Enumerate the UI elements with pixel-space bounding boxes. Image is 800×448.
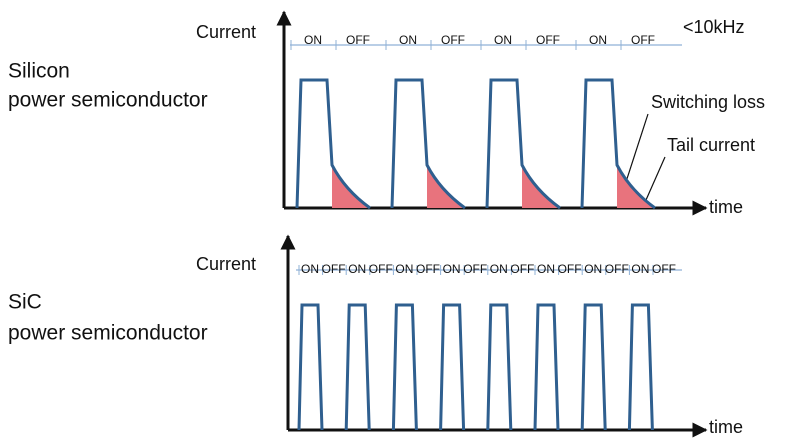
phase-label: ON [304, 33, 322, 47]
pulse [390, 78, 466, 210]
phase-label: ON [490, 262, 508, 276]
pulse [533, 303, 560, 431]
tail-loss [522, 165, 560, 208]
phase-label: ON [399, 33, 417, 47]
tail-loss [427, 165, 465, 208]
pulse [485, 78, 561, 210]
sic-panel: SiC power semiconductor Current time ON O… [8, 234, 743, 438]
annotation: Switching loss [651, 92, 765, 112]
phase-label: ON [348, 262, 366, 276]
phase-label: ON [443, 262, 461, 276]
pulse [580, 78, 656, 210]
phase-label: OFF [441, 33, 465, 47]
phase-label: OFF [536, 33, 560, 47]
device-label: power semiconductor [8, 322, 208, 345]
phase-label: OFF [605, 262, 629, 276]
pulse [295, 78, 371, 210]
y-axis-label: Current [196, 22, 256, 42]
phase-label: ON [537, 262, 555, 276]
frequency-label: <10kHz [683, 17, 745, 37]
phase-label: OFF [416, 262, 440, 276]
x-axis-label: time [709, 197, 743, 217]
annotation-leader [645, 156, 666, 201]
y-axis-label: Current [196, 254, 256, 274]
x-axis-label: time [709, 417, 743, 437]
phase-label: OFF [322, 262, 346, 276]
pulse [344, 303, 371, 431]
pulse [391, 303, 418, 431]
phase-label: OFF [510, 262, 534, 276]
tail-loss [332, 165, 370, 208]
phase-label: ON [631, 262, 649, 276]
phase-label: OFF [631, 33, 655, 47]
device-label: SiC [8, 291, 42, 314]
pulse [439, 303, 466, 431]
phase-label: OFF [346, 33, 370, 47]
pulse [297, 303, 324, 431]
phase-label: OFF [652, 262, 676, 276]
phase-label: OFF [463, 262, 487, 276]
device-label: power semiconductor [8, 89, 208, 112]
annotation-leader [623, 113, 649, 189]
device-label: Silicon [8, 60, 70, 83]
phase-label: ON [301, 262, 319, 276]
pulse [486, 303, 513, 431]
annotation: Tail current [667, 135, 755, 155]
phase-label: ON [395, 262, 413, 276]
tail-loss [617, 165, 655, 208]
phase-label: ON [584, 262, 602, 276]
pulse [580, 303, 607, 431]
phase-label: ON [494, 33, 512, 47]
pulse [627, 303, 654, 431]
silicon-panel: Silicon power semiconductor Current time… [8, 10, 765, 217]
phase-label: ON [589, 33, 607, 47]
phase-label: OFF [369, 262, 393, 276]
phase-label: OFF [558, 262, 582, 276]
